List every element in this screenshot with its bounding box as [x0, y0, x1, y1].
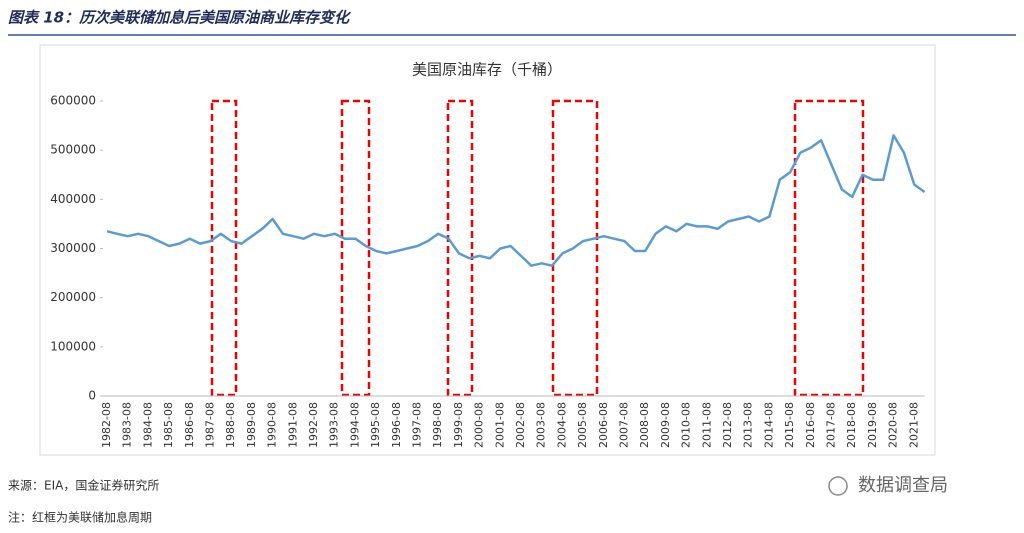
watermark: 数据调查局	[858, 475, 948, 496]
hike-boxes	[210, 99, 865, 397]
x-tick-label: 1991-08	[286, 402, 299, 448]
x-tick-label: 2005-08	[576, 402, 589, 448]
y-tick-label: 200000	[50, 290, 96, 304]
hike-box	[210, 99, 238, 397]
x-tick-label: 1998-08	[431, 402, 444, 448]
y-tick-label: 600000	[50, 94, 96, 108]
x-tick-label: 2009-08	[659, 402, 672, 448]
y-tick-label: 0	[88, 389, 96, 403]
x-tick-label: 2000-08	[473, 402, 486, 448]
chart-panel	[39, 44, 936, 456]
x-tick-label: 1994-08	[348, 402, 361, 448]
x-tick-label: 2016-08	[804, 402, 817, 448]
x-tick-label: 1999-08	[452, 402, 465, 448]
x-tick-label: 2021-08	[907, 402, 920, 448]
x-tick-label: 2020-08	[887, 402, 900, 448]
x-tick-label: 1984-08	[141, 402, 154, 448]
source: 来源：EIA，国金证券研究所	[8, 478, 159, 493]
x-tick-label: 2019-08	[866, 402, 879, 448]
x-tick-label: 2011-08	[700, 402, 713, 448]
x-tick-label: 1985-08	[162, 402, 175, 448]
x-tick-label: 1989-08	[245, 402, 258, 448]
x-tick-label: 1993-08	[328, 402, 341, 448]
x-tick-label: 1997-08	[411, 402, 424, 448]
y-tick-label: 300000	[50, 241, 96, 255]
y-tick-label: 100000	[50, 339, 96, 353]
x-tick-label: 1986-08	[183, 402, 196, 448]
x-tick-label: 2006-08	[597, 402, 610, 448]
x-tick-label: 2002-08	[514, 402, 527, 448]
x-tick-label: 1996-08	[390, 402, 403, 448]
x-tick-label: 2012-08	[721, 402, 734, 448]
watermark-icon	[828, 476, 848, 496]
x-tick-label: 2014-08	[762, 402, 775, 448]
x-tick-label: 2018-08	[845, 402, 858, 448]
x-tick-label: 2007-08	[618, 402, 631, 448]
x-tick-label: 1987-08	[204, 402, 217, 448]
hike-box	[793, 99, 865, 397]
x-tick-label: 1990-08	[266, 402, 279, 448]
note: 注：红框为美联储加息周期	[8, 510, 152, 525]
x-tick-label: 1988-08	[224, 402, 237, 448]
y-tick-label: 400000	[50, 192, 96, 206]
x-tick-label: 1992-08	[307, 402, 320, 448]
x-tick-label: 1995-08	[369, 402, 382, 448]
series-line	[106, 134, 926, 267]
plot: 0 100000 200000 300000 400000 500000 600000 198…	[50, 94, 926, 448]
x-tick-label: 2008-08	[638, 402, 651, 448]
x-tick-label: 2004-08	[555, 402, 568, 448]
figure-title: 图表 18：历次美联储加息后美国原油商业库存变化	[8, 9, 351, 27]
hike-box	[446, 99, 474, 397]
x-tick-label: 2010-08	[680, 402, 693, 448]
hike-box	[340, 99, 371, 397]
x-tick-label: 2001-08	[493, 402, 506, 448]
x-tick-label: 2015-08	[783, 402, 796, 448]
x-tick-label: 1982-08	[100, 402, 113, 448]
x-tick-label: 1983-08	[121, 402, 134, 448]
x-tick-label: 2003-08	[535, 402, 548, 448]
chart-title: 美国原油库存（千桶）	[412, 61, 562, 79]
x-tick-label: 2017-08	[825, 402, 838, 448]
hike-box	[551, 99, 599, 397]
y-tick-label: 500000	[50, 143, 96, 157]
x-tick-label: 2013-08	[742, 402, 755, 448]
